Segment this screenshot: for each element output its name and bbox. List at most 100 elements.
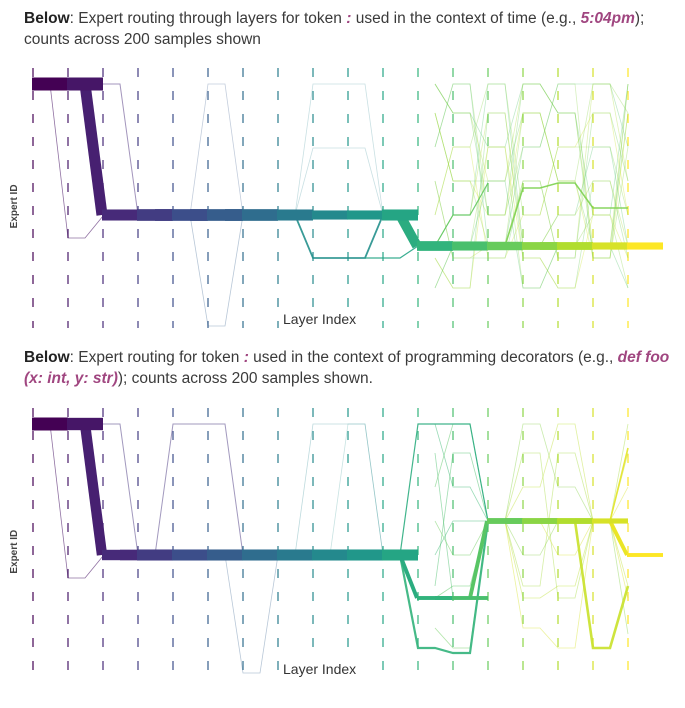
routing-flow	[434, 83, 629, 247]
routing-flow	[434, 83, 629, 216]
caption-text: used in the context of time (e.g.,	[351, 10, 581, 27]
expert-node	[417, 596, 453, 600]
routing-flow	[434, 112, 629, 259]
caption-text: ); counts across 200 samples shown	[24, 10, 645, 48]
routing-flow	[434, 83, 629, 216]
routing-flow	[505, 520, 629, 599]
routing-flow	[504, 182, 628, 247]
routing-flow	[434, 112, 629, 289]
routing-flow	[434, 112, 629, 247]
main-flow	[79, 423, 108, 556]
main-flow	[468, 520, 489, 599]
caption-token: :	[346, 10, 352, 27]
routing-chart-time: Expert ID Layer Index	[9, 68, 663, 328]
routing-flow	[189, 214, 244, 327]
routing-flow	[434, 180, 629, 289]
main-flow	[398, 554, 419, 599]
expert-node	[557, 242, 593, 250]
caption-bold: Below	[24, 10, 70, 27]
routing-flow	[434, 520, 488, 556]
expert-node	[137, 549, 173, 561]
routing-flow	[434, 452, 489, 587]
routing-flow	[85, 423, 244, 556]
routing-flow	[398, 520, 490, 655]
routing-flow	[434, 146, 629, 289]
routing-flow	[434, 83, 629, 259]
expert-node	[102, 209, 138, 221]
routing-flow	[434, 146, 629, 289]
expert-node	[137, 209, 173, 221]
routing-flow	[49, 83, 104, 239]
expert-node	[32, 417, 68, 431]
caption-bottom: Below: Expert routing for token : used i…	[24, 347, 684, 389]
expert-node	[172, 209, 208, 221]
expert-node	[592, 518, 628, 524]
main-flow	[79, 83, 108, 216]
routing-flow	[399, 423, 489, 556]
routing-flow	[609, 447, 629, 522]
routing-flow	[434, 83, 629, 259]
caption-example: 5:04pm	[580, 10, 635, 27]
routing-flow	[365, 245, 419, 259]
routing-flow	[294, 423, 384, 556]
x-axis-label: Layer Index	[283, 661, 356, 677]
routing-flow	[49, 423, 104, 579]
routing-flow	[434, 520, 488, 556]
expert-node	[207, 549, 243, 561]
routing-flow	[434, 112, 629, 259]
routing-flow	[294, 147, 384, 216]
routing-flow	[434, 83, 629, 247]
routing-flow	[434, 520, 489, 556]
main-flow	[608, 520, 629, 556]
routing-flow	[329, 423, 384, 556]
expert-node	[487, 241, 523, 251]
expert-node	[172, 549, 208, 561]
caption-token: :	[243, 349, 249, 366]
expert-node	[417, 241, 453, 251]
expert-node	[627, 242, 663, 250]
expert-node	[487, 518, 523, 524]
expert-node	[32, 77, 68, 91]
expert-node	[67, 77, 103, 91]
x-axis-label-bg	[282, 658, 364, 678]
routing-flow	[294, 83, 384, 216]
expert-node	[347, 210, 383, 220]
caption-text: : Expert routing for token	[69, 349, 244, 366]
routing-flow	[434, 83, 629, 247]
expert-node	[592, 242, 628, 250]
routing-flow	[505, 520, 629, 599]
routing-flow	[434, 83, 629, 259]
routing-flow	[434, 182, 489, 247]
expert-node	[277, 209, 313, 221]
caption-text: : Expert routing through layers for toke…	[69, 10, 347, 27]
expert-node	[382, 549, 418, 561]
expert-node	[312, 210, 348, 220]
expert-node	[67, 417, 103, 431]
expert-node	[347, 549, 383, 561]
expert-node	[312, 549, 348, 561]
routing-flow	[434, 83, 629, 247]
caption-top: Below: Expert routing through layers for…	[24, 8, 684, 50]
caption-example: def foo (x: int, y: str)	[24, 349, 670, 387]
caption-text: used in the context of programming decor…	[248, 349, 618, 366]
x-axis-label-bg	[282, 308, 364, 328]
routing-flow	[434, 423, 489, 522]
expert-node	[522, 518, 558, 524]
routing-chart-decorators: Expert ID Layer Index	[9, 408, 663, 678]
expert-node	[382, 209, 418, 221]
expert-node	[452, 241, 488, 251]
expert-node	[452, 596, 488, 600]
expert-node	[242, 549, 278, 561]
routing-flow	[189, 83, 244, 216]
routing-flow	[434, 520, 489, 556]
expert-node	[522, 242, 558, 250]
routing-flow	[434, 423, 489, 522]
routing-flow	[434, 112, 629, 259]
x-axis-label: Layer Index	[283, 311, 356, 327]
routing-flow	[434, 112, 629, 247]
expert-node	[207, 209, 243, 221]
expert-node	[242, 209, 278, 221]
y-axis-label: Expert ID	[9, 184, 20, 228]
expert-node	[557, 518, 593, 524]
caption-text: ); counts across 200 samples shown.	[117, 370, 373, 387]
